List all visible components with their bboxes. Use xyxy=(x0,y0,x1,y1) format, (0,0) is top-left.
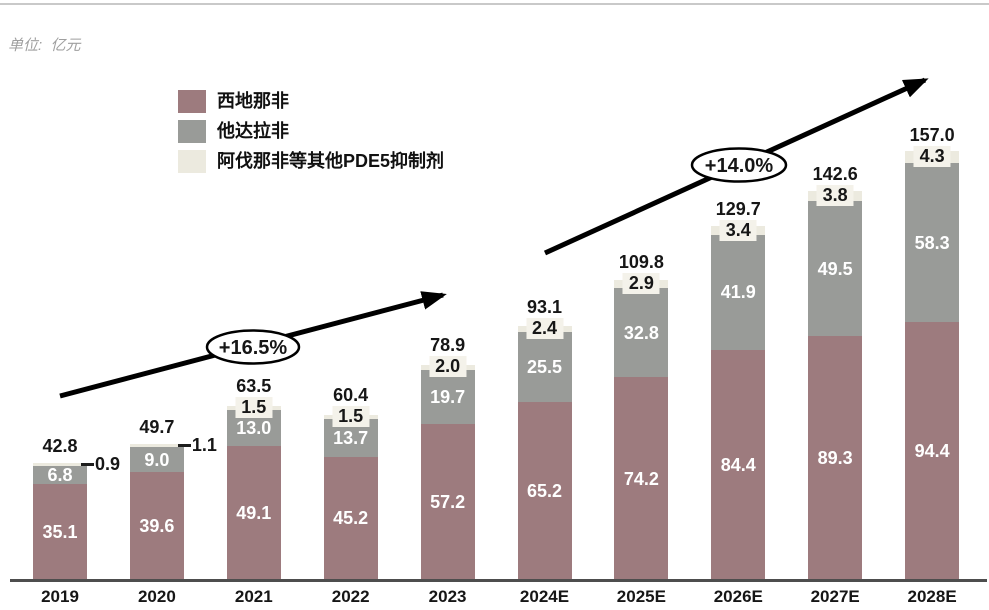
segment-value-label: 57.2 xyxy=(430,491,466,512)
bar-segment-tadalafil xyxy=(614,287,669,378)
x-axis-label: 2028E xyxy=(907,587,957,606)
other-segment-value-label: 3.8 xyxy=(816,184,854,206)
legend-label-sildenafil: 西地那非 xyxy=(217,91,289,111)
x-axis-label: 2026E xyxy=(713,587,763,606)
x-axis-label: 2019 xyxy=(41,587,79,606)
x-axis-label: 2027E xyxy=(810,587,860,606)
bar-segment-sildenafil xyxy=(33,484,87,580)
segment-value-label: 25.5 xyxy=(526,357,563,378)
segment-value-label: 6.8 xyxy=(47,464,73,485)
legend-swatch-tadalafil xyxy=(178,120,206,143)
other-segment-value-label: 1.5 xyxy=(235,397,273,419)
x-axis-label: 2022 xyxy=(331,587,370,606)
segment-value-label: 35.1 xyxy=(42,522,78,543)
x-axis-label: 2021 xyxy=(234,587,273,606)
bar-segment-sildenafil xyxy=(905,322,960,580)
unit-label: 单位: 亿元 xyxy=(8,37,81,54)
x-axis-label: 2020 xyxy=(137,587,176,606)
other-segment-value-label: 2.0 xyxy=(429,356,467,378)
legend-swatch-sildenafil xyxy=(178,90,206,113)
other-segment-value-label: 2.4 xyxy=(525,318,564,340)
x-axis-label: 2024E xyxy=(519,587,570,606)
segment-value-label: 19.7 xyxy=(430,386,466,407)
x-axis-line xyxy=(10,579,987,582)
total-value-label: 49.7 xyxy=(139,417,175,438)
total-value-label: 157.0 xyxy=(909,125,955,146)
other-segment-value-label: 2.9 xyxy=(622,272,660,294)
label-leader-line xyxy=(177,444,191,448)
bar-segment-avanafil-other-pde5 xyxy=(129,444,184,448)
bar-segment-sildenafil xyxy=(808,336,863,580)
other-segment-value-label: 4.3 xyxy=(913,146,951,168)
other-segment-value-label: 3.4 xyxy=(719,219,757,241)
bar-segment-tadalafil xyxy=(129,447,184,472)
total-value-label: 142.6 xyxy=(812,163,858,184)
total-value-label: 78.9 xyxy=(430,335,466,356)
other-segment-value-label: 1.1 xyxy=(191,435,217,456)
legend-item-tadalafil: 他达拉非 xyxy=(178,120,444,143)
x-axis-label: 2025E xyxy=(616,587,666,606)
bar-segment-sildenafil xyxy=(517,402,572,580)
segment-value-label: 41.9 xyxy=(720,282,756,303)
segment-value-label: 65.2 xyxy=(526,481,563,501)
x-axis-label: 2023 xyxy=(428,587,467,606)
legend-label-tadalafil: 他达拉非 xyxy=(217,121,289,141)
other-segment-value-label: 0.9 xyxy=(95,454,121,475)
segment-value-label: 13.7 xyxy=(333,427,369,448)
legend-label-avanafil-other: 阿伐那非等其他PDE5抑制剂 xyxy=(217,151,445,171)
top-divider xyxy=(0,3,989,5)
segment-value-label: 94.4 xyxy=(914,441,950,462)
segment-value-label: 39.6 xyxy=(139,515,175,536)
legend-item-sildenafil: 西地那非 xyxy=(178,90,444,113)
segment-value-label: 58.3 xyxy=(914,232,950,253)
total-value-label: 93.1 xyxy=(526,297,563,318)
bar-segment-tadalafil xyxy=(517,332,572,402)
legend-swatch-avanafil-other xyxy=(178,150,206,173)
bar-segment-sildenafil xyxy=(226,445,281,580)
segment-value-label: 74.2 xyxy=(623,468,659,489)
bar-segment-sildenafil xyxy=(711,349,766,580)
segment-value-label: 13.0 xyxy=(236,418,272,439)
total-value-label: 60.4 xyxy=(333,385,369,406)
bar-segment-sildenafil xyxy=(129,471,184,580)
bar-segment-sildenafil xyxy=(420,423,475,580)
segment-value-label: 45.2 xyxy=(333,508,369,529)
bar-segment-tadalafil xyxy=(33,465,87,485)
other-segment-value-label: 1.5 xyxy=(332,406,370,428)
total-value-label: 109.8 xyxy=(618,251,664,272)
segment-value-label: 9.0 xyxy=(144,449,170,470)
segment-value-label: 49.1 xyxy=(236,502,272,523)
segment-value-label: 89.3 xyxy=(817,448,853,469)
label-leader-line xyxy=(81,463,94,467)
bar-segment-avanafil-other-pde5 xyxy=(33,463,87,466)
bar-segment-sildenafil xyxy=(323,456,378,580)
bar-segment-sildenafil xyxy=(614,377,669,580)
total-value-label: 42.8 xyxy=(42,436,78,457)
legend-item-avanafil-other: 阿伐那非等其他PDE5抑制剂 xyxy=(178,150,444,173)
total-value-label: 63.5 xyxy=(236,376,272,397)
segment-value-label: 84.4 xyxy=(720,454,756,475)
total-value-label: 129.7 xyxy=(715,198,761,219)
legend: 西地那非 他达拉非 阿伐那非等其他PDE5抑制剂 xyxy=(178,90,444,180)
segment-value-label: 32.8 xyxy=(623,322,659,343)
segment-value-label: 49.5 xyxy=(817,258,853,279)
